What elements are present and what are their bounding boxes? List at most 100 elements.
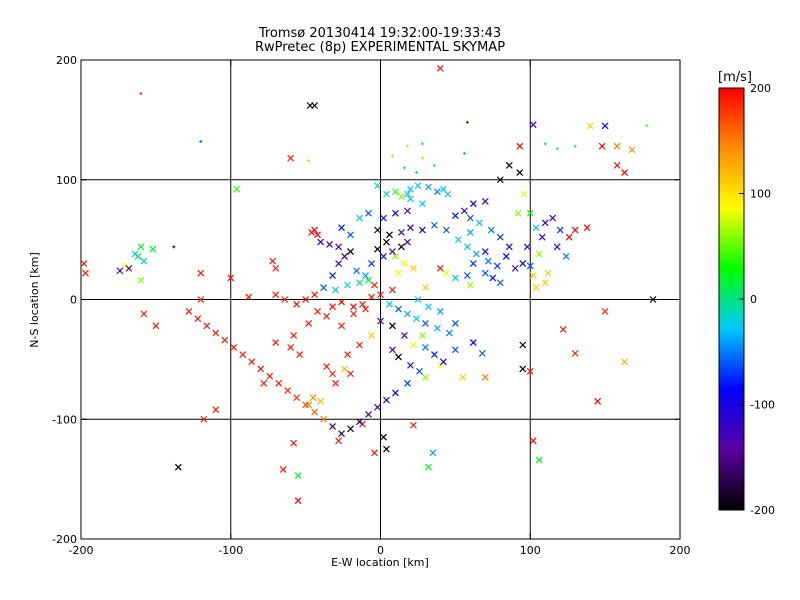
point-cross	[287, 343, 295, 351]
point-cross	[414, 182, 422, 190]
point-cross	[519, 260, 527, 267]
point-cross	[621, 358, 629, 366]
point-cross	[422, 343, 429, 351]
point-cross	[332, 286, 339, 294]
point-cross	[404, 379, 411, 387]
point-cross	[284, 387, 292, 394]
point-cross	[194, 315, 202, 323]
x-tick-label: -200	[69, 544, 94, 557]
point-cross	[621, 169, 629, 176]
point-cross	[532, 284, 540, 291]
point-cross	[338, 322, 345, 330]
point-cross	[356, 418, 363, 426]
point-cross	[594, 397, 602, 405]
point-cross	[227, 274, 235, 282]
point-dot	[414, 171, 418, 175]
point-cross	[487, 226, 495, 234]
point-cross	[296, 351, 304, 359]
point-cross	[203, 322, 211, 330]
point-cross	[472, 250, 480, 258]
point-cross	[362, 305, 369, 313]
point-cross	[481, 197, 489, 205]
point-cross	[365, 411, 372, 418]
point-cross	[347, 370, 354, 378]
point-cross	[335, 243, 342, 251]
point-cross	[502, 252, 510, 260]
point-cross	[460, 207, 468, 215]
point-cross	[493, 262, 501, 270]
point-cross	[516, 169, 524, 176]
point-cross	[344, 281, 351, 289]
point-cross	[371, 449, 378, 457]
point-cross	[212, 329, 220, 337]
point-cross	[565, 233, 573, 241]
y-axis-label: N-S location [km]	[28, 252, 41, 348]
point-cross	[429, 449, 437, 457]
point-cross	[436, 264, 444, 272]
point-cross	[430, 221, 438, 229]
point-cross	[290, 332, 298, 339]
point-cross	[335, 437, 342, 445]
point-cross	[353, 267, 360, 275]
point-cross	[149, 245, 157, 253]
point-cross	[466, 281, 474, 289]
point-cross	[329, 303, 337, 311]
point-cross	[553, 243, 561, 251]
point-dot	[172, 245, 176, 249]
point-cross	[329, 423, 337, 430]
point-cross	[424, 463, 432, 471]
point-cross	[544, 269, 552, 277]
point-cross	[380, 252, 387, 260]
point-cross	[571, 226, 579, 234]
point-cross	[410, 421, 417, 429]
point-cross	[444, 190, 452, 198]
point-cross	[356, 279, 363, 287]
point-cross	[519, 341, 527, 349]
point-cross	[230, 343, 238, 351]
point-cross	[383, 238, 390, 246]
point-cross	[326, 240, 334, 248]
point-dot	[402, 166, 406, 170]
point-cross	[140, 310, 148, 318]
point-cross	[475, 219, 483, 227]
point-cross	[601, 122, 609, 130]
point-cross	[442, 226, 450, 234]
point-cross	[601, 308, 609, 315]
data-points	[80, 64, 657, 505]
point-cross	[439, 358, 447, 366]
point-cross	[275, 379, 283, 387]
point-cross	[401, 332, 408, 339]
x-tick-label: 100	[520, 544, 541, 557]
point-cross	[613, 142, 621, 150]
colorbar-tick-label: -100	[750, 399, 775, 412]
point-cross	[257, 365, 265, 373]
point-dot	[139, 92, 143, 96]
point-cross	[404, 207, 411, 215]
point-cross	[329, 370, 337, 378]
point-dot	[420, 156, 424, 160]
point-cross	[323, 312, 331, 320]
point-cross	[260, 379, 268, 387]
point-cross	[489, 274, 497, 282]
point-cross	[392, 188, 399, 196]
point-cross	[649, 296, 657, 303]
point-cross	[293, 300, 301, 308]
point-cross	[317, 397, 325, 405]
point-cross	[377, 317, 384, 325]
point-cross	[134, 252, 142, 260]
point-cross	[520, 190, 528, 198]
point-cross	[350, 303, 357, 311]
point-cross	[200, 415, 208, 423]
point-cross	[374, 245, 381, 253]
point-cross	[419, 200, 426, 208]
colorbar-tick-label: 100	[750, 188, 771, 201]
point-cross	[174, 463, 182, 471]
x-tick-label: 0	[377, 544, 384, 557]
point-cross	[511, 264, 519, 272]
point-cross	[436, 308, 444, 315]
point-cross	[137, 276, 145, 284]
point-cross	[463, 243, 471, 251]
point-cross	[419, 332, 426, 339]
point-cross	[371, 281, 378, 289]
point-cross	[538, 233, 546, 241]
